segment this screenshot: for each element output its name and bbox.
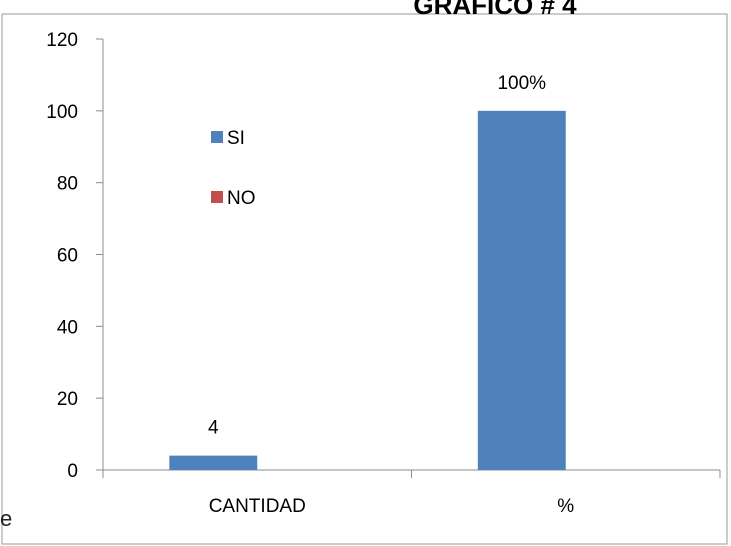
stray-text: e xyxy=(0,506,13,531)
y-tick-label: 0 xyxy=(67,461,78,482)
legend-swatch-no xyxy=(211,191,223,203)
bar-si-1 xyxy=(477,110,566,470)
x-category-label: CANTIDAD xyxy=(209,496,306,517)
legend-label-si: SI xyxy=(227,128,245,149)
legend-label-no: NO xyxy=(227,188,256,209)
y-tick-label: 100 xyxy=(46,102,78,123)
y-tick-label: 60 xyxy=(57,246,78,267)
bars xyxy=(169,110,566,470)
legend-swatch-si xyxy=(211,131,223,143)
x-category-label: % xyxy=(557,496,574,517)
bar-si-0 xyxy=(169,455,258,470)
x-ticks: CANTIDAD% xyxy=(102,470,721,517)
y-ticks: 0 20 40 60 80 100 120 xyxy=(46,30,103,482)
chart-border xyxy=(1,13,728,545)
y-tick-label: 80 xyxy=(57,174,78,195)
legend: SI NO xyxy=(211,128,256,209)
chart-title: GRAFICO # 4 xyxy=(413,0,577,20)
bar-data-label: 4 xyxy=(208,418,219,439)
y-tick-label: 120 xyxy=(46,30,78,51)
bar-labels: 4 100% xyxy=(208,73,546,439)
y-tick-label: 40 xyxy=(57,317,78,338)
y-tick-label: 20 xyxy=(57,389,78,410)
bar-data-label: 100% xyxy=(497,73,546,94)
